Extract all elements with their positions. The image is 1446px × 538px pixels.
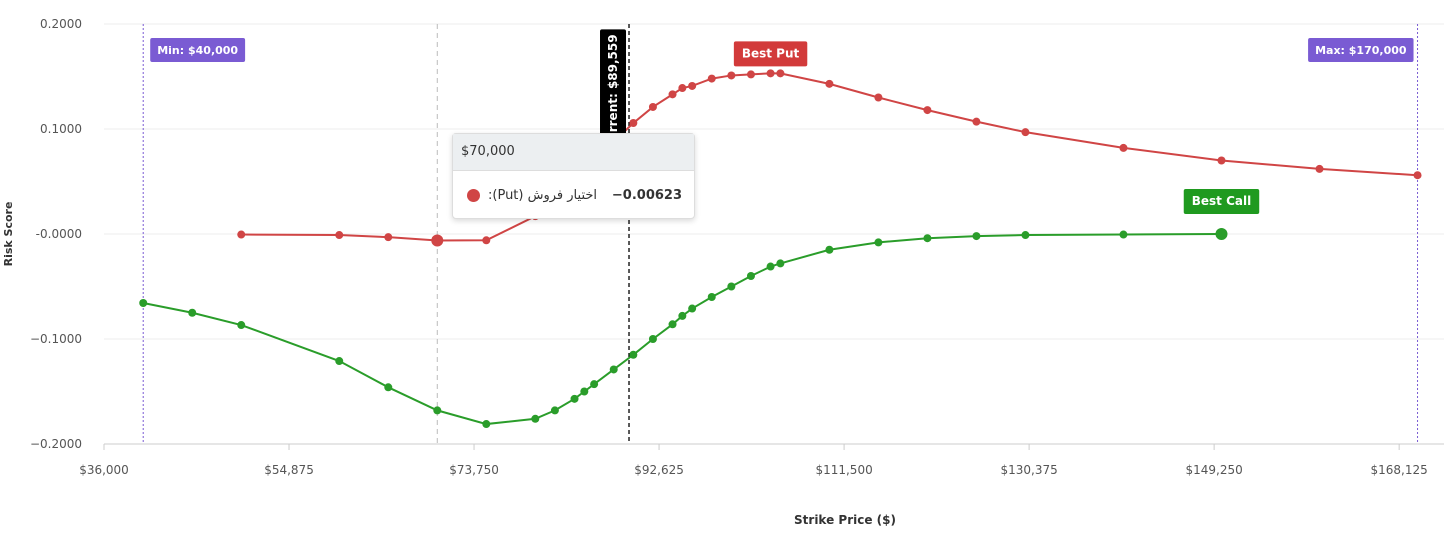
- data-point: [1021, 128, 1030, 137]
- annotation-label: Best Put: [742, 46, 800, 60]
- tooltip-row: اختيار فروش (Put): −0.00623: [453, 171, 694, 219]
- data-point: [746, 70, 755, 79]
- data-point: [609, 365, 618, 374]
- y-tick-label: 0.2000: [40, 17, 82, 31]
- reference-label-box: [1308, 38, 1414, 62]
- data-point: [1119, 143, 1128, 152]
- annotation: Best Call: [1183, 189, 1260, 214]
- x-tick-label: $54,875: [264, 463, 314, 477]
- tooltip: $70,000 اختيار فروش (Put): −0.00623: [452, 133, 695, 219]
- data-point: [648, 335, 657, 343]
- reference-label-box: [150, 38, 246, 62]
- annotation-box: [1183, 189, 1260, 214]
- data-point: [550, 406, 559, 415]
- series-line: [241, 72, 1418, 242]
- reference-label: Max: $170,000: [1308, 38, 1414, 62]
- data-point: [629, 350, 638, 359]
- annotation-box: [733, 41, 808, 67]
- data-point: [874, 93, 883, 102]
- data-point: [972, 232, 981, 241]
- x-tick-label: $73,750: [449, 463, 499, 477]
- data-point: [776, 259, 785, 268]
- y-tick-label: 0.1000: [40, 122, 82, 136]
- x-tick-label: $111,500: [815, 463, 872, 477]
- data-point: [707, 293, 716, 301]
- data-point: [825, 245, 834, 254]
- x-tick-label: $92,625: [634, 463, 684, 477]
- data-point: [580, 387, 589, 396]
- data-point: [384, 233, 393, 242]
- tooltip-title: $70,000: [453, 134, 694, 171]
- data-point: [1413, 171, 1422, 180]
- data-point: [746, 272, 755, 280]
- series-line: [143, 233, 1222, 426]
- reference-label-text: Max: $170,000: [1315, 44, 1407, 57]
- data-point: [648, 102, 657, 111]
- data-point: [1315, 164, 1324, 173]
- data-point: [668, 320, 677, 329]
- data-point: [766, 262, 775, 271]
- data-point: [139, 298, 148, 307]
- data-point: [237, 321, 246, 330]
- tooltip-value: −0.00623: [611, 187, 682, 203]
- data-point: [1119, 230, 1128, 239]
- data-point: [1215, 228, 1228, 240]
- y-tick-label: −0.1000: [30, 332, 82, 346]
- data-point: [188, 308, 197, 317]
- data-point: [688, 304, 697, 313]
- y-tick-label: -0.0000: [36, 227, 82, 241]
- y-axis-label: Risk Score: [2, 202, 15, 267]
- reference-label-text: Min: $40,000: [157, 44, 238, 57]
- data-point: [335, 357, 344, 366]
- data-point: [727, 282, 736, 291]
- data-point: [668, 90, 677, 99]
- data-point: [1217, 156, 1226, 165]
- x-tick-label: $149,250: [1185, 463, 1242, 477]
- annotation: Best Put: [733, 41, 808, 67]
- x-tick-label: $130,375: [1000, 463, 1057, 477]
- data-point: [874, 238, 883, 247]
- reference-label-text: Current: $89,559: [606, 34, 620, 149]
- data-point: [384, 383, 393, 392]
- data-point: [678, 84, 687, 93]
- data-point: [237, 230, 246, 239]
- data-point: [688, 81, 697, 90]
- data-point: [433, 406, 442, 415]
- tooltip-label: اختيار فروش (Put):: [488, 187, 598, 203]
- data-point: [766, 69, 775, 78]
- data-point: [335, 231, 344, 240]
- data-point: [629, 119, 638, 128]
- y-tick-label: −0.2000: [30, 437, 82, 451]
- data-point: [482, 420, 491, 429]
- reference-label: Current: $89,559: [600, 29, 627, 155]
- data-point: [776, 69, 785, 78]
- x-tick-label: $168,125: [1371, 463, 1428, 477]
- data-point: [531, 414, 540, 423]
- data-point: [482, 236, 491, 245]
- x-axis-label: Strike Price ($): [794, 513, 896, 527]
- data-point: [923, 234, 932, 243]
- data-point: [431, 234, 444, 247]
- data-point: [707, 74, 716, 83]
- data-point: [825, 79, 834, 88]
- reference-label-box: [600, 29, 627, 155]
- data-point: [570, 394, 579, 403]
- data-point: [590, 380, 599, 389]
- x-tick-label: $36,000: [79, 463, 129, 477]
- data-point: [1021, 231, 1030, 240]
- annotation-label: Best Call: [1192, 194, 1251, 208]
- data-point: [972, 117, 981, 126]
- data-point: [923, 106, 932, 115]
- tooltip-swatch: [467, 188, 480, 202]
- data-point: [678, 311, 687, 320]
- data-point: [727, 71, 736, 80]
- reference-label: Min: $40,000: [150, 38, 246, 62]
